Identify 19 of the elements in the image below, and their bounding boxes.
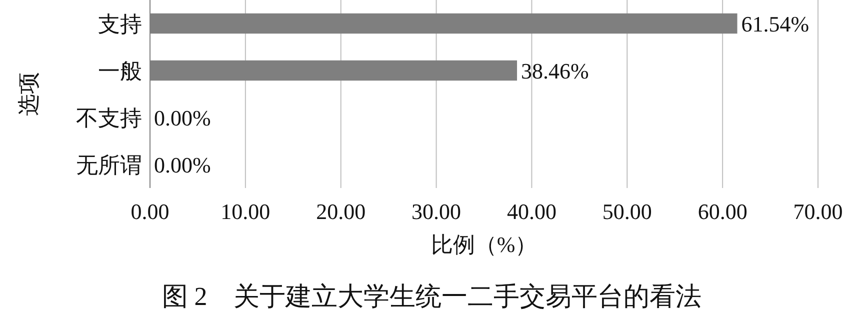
x-tick-label: 20.00: [316, 199, 366, 224]
x-tick-label: 70.00: [793, 199, 843, 224]
y-tick-label: 不支持: [76, 106, 142, 130]
x-tick-label: 40.00: [506, 199, 556, 224]
y-tick-label: 支持: [98, 12, 142, 36]
x-axis-title: 比例（%）: [430, 232, 538, 257]
text: 图 2 关于建立大学生统一二手交易平台的看法: [162, 282, 702, 311]
y-tick-label: 无所谓: [76, 152, 142, 178]
data-label: 0.00%: [154, 152, 211, 178]
x-tick-label: 30.00: [412, 199, 462, 224]
data-label: 38.46%: [521, 58, 589, 84]
x-tick-label: 0.00: [130, 199, 170, 224]
data-label: 0.00%: [154, 106, 211, 130]
y-tick-label: 一般: [98, 58, 142, 84]
x-tick-label: 50.00: [602, 199, 652, 224]
x-tick-label: 10.00: [220, 199, 270, 224]
data-label: 61.54%: [741, 12, 810, 36]
y-axis-title: 选项: [16, 72, 41, 116]
x-tick-label: 60.00: [698, 199, 748, 224]
